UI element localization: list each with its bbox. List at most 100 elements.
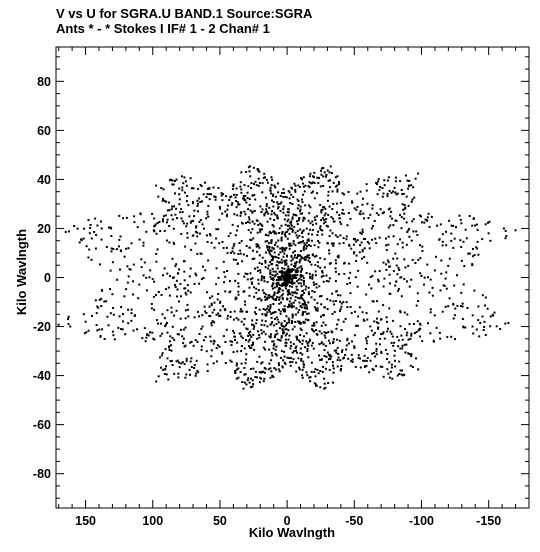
uv-point <box>249 272 252 275</box>
uv-point <box>319 228 322 231</box>
uv-point <box>401 369 404 372</box>
uv-point <box>261 313 264 316</box>
uv-point <box>300 359 303 362</box>
uv-point <box>258 254 261 257</box>
uv-point <box>251 385 254 388</box>
uv-point <box>332 181 335 184</box>
uv-point <box>249 165 251 168</box>
uv-point <box>272 201 275 203</box>
uv-point <box>401 203 404 206</box>
uv-point <box>153 230 156 233</box>
uv-point <box>244 213 247 216</box>
uv-point <box>280 239 283 242</box>
uv-point <box>244 272 247 275</box>
uv-point <box>178 198 181 201</box>
uv-point <box>201 325 204 328</box>
uv-point <box>144 340 147 343</box>
uv-point <box>368 247 371 250</box>
uv-point <box>404 328 406 330</box>
uv-point <box>305 306 308 309</box>
uv-point <box>268 362 271 365</box>
uv-point <box>272 257 274 260</box>
uv-point <box>289 276 292 278</box>
uv-point <box>331 361 334 364</box>
uv-point <box>280 356 282 359</box>
uv-point <box>298 277 301 280</box>
uv-point <box>374 237 377 240</box>
uv-point <box>246 328 249 331</box>
uv-point <box>341 350 343 353</box>
uv-point <box>270 370 273 373</box>
uv-point <box>67 318 69 320</box>
uv-point <box>153 217 156 220</box>
uv-point <box>265 251 267 254</box>
uv-point <box>339 310 341 313</box>
uv-point <box>244 194 247 197</box>
uv-point <box>226 314 229 317</box>
uv-point <box>251 228 254 231</box>
uv-point <box>284 235 287 238</box>
uv-point <box>242 290 245 293</box>
uv-point <box>90 237 93 240</box>
uv-point <box>292 282 294 285</box>
x-tick-label: 100 <box>142 514 163 528</box>
uv-point <box>387 261 390 264</box>
uv-point <box>240 240 243 243</box>
uv-point <box>190 248 193 251</box>
uv-point <box>263 371 266 374</box>
uv-point <box>269 295 272 298</box>
uv-point <box>248 246 251 249</box>
uv-point <box>313 176 315 179</box>
uv-point <box>85 331 88 334</box>
uv-point <box>296 230 299 232</box>
uv-point <box>238 203 241 206</box>
uv-point <box>356 239 359 242</box>
uv-point <box>311 273 314 276</box>
uv-point <box>370 287 373 290</box>
uv-point <box>338 214 341 216</box>
uv-point <box>380 333 383 336</box>
uv-point <box>363 319 366 322</box>
uv-point <box>169 360 172 363</box>
uv-point <box>282 208 285 211</box>
uv-point <box>334 176 337 179</box>
uv-point <box>334 185 337 188</box>
uv-point <box>184 245 187 248</box>
uv-point <box>166 357 169 360</box>
uv-point <box>267 248 269 251</box>
uv-point <box>309 275 312 278</box>
uv-point <box>219 301 221 304</box>
uv-point <box>284 231 287 234</box>
uv-point <box>186 284 189 287</box>
uv-point <box>197 310 199 313</box>
uv-point <box>240 211 243 214</box>
uv-point <box>339 369 342 372</box>
uv-point <box>301 230 304 233</box>
uv-point <box>344 354 347 356</box>
uv-point <box>279 312 282 315</box>
uv-point <box>428 225 431 228</box>
uv-point <box>329 229 332 232</box>
uv-point <box>302 185 305 188</box>
uv-point <box>288 276 291 279</box>
uv-point <box>300 198 303 201</box>
uv-point <box>396 273 399 276</box>
uv-point <box>427 322 429 325</box>
uv-point <box>320 315 322 318</box>
uv-point <box>311 220 314 223</box>
uv-point <box>303 306 306 309</box>
uv-point <box>103 338 106 340</box>
uv-point <box>162 215 165 218</box>
uv-point <box>444 277 447 280</box>
uv-point <box>278 270 281 273</box>
uv-point <box>109 312 112 315</box>
uv-point <box>112 334 115 337</box>
uv-point <box>279 261 282 264</box>
uv-point <box>388 361 391 364</box>
uv-point <box>264 298 267 301</box>
uv-point <box>122 313 124 316</box>
uv-point <box>268 251 271 254</box>
uv-point <box>389 224 392 227</box>
uv-point <box>314 383 317 386</box>
uv-point <box>311 328 313 331</box>
